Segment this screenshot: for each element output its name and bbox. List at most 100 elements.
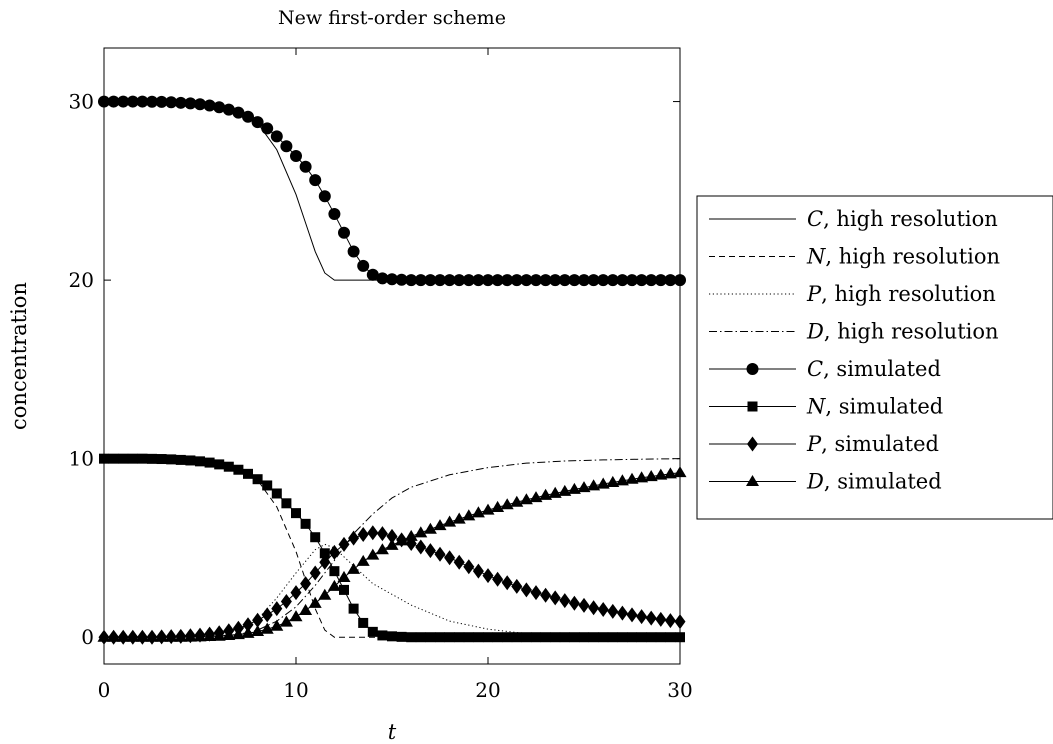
data-point-n-simulated (444, 632, 455, 643)
legend-marker-diamond-icon (747, 436, 758, 452)
data-point-c-simulated (357, 259, 370, 272)
legend-series-name: , simulated (825, 395, 943, 419)
data-point-c-simulated (568, 274, 581, 287)
data-point-c-simulated (251, 116, 264, 129)
data-point-n-simulated (550, 632, 561, 643)
data-point-n-simulated (137, 453, 148, 464)
data-point-c-simulated (376, 272, 389, 285)
data-point-n-simulated (252, 474, 263, 485)
data-point-c-simulated (482, 274, 494, 287)
data-point-p-simulated (290, 585, 302, 601)
data-point-d-simulated (155, 630, 169, 642)
data-point-d-simulated (615, 474, 629, 486)
data-point-c-simulated (155, 95, 168, 108)
series-line-c-simulated (104, 101, 680, 281)
legend-label: D, simulated (806, 470, 942, 494)
legend-series-name: , high resolution (821, 282, 996, 306)
data-point-p-simulated (549, 590, 561, 606)
y-tick-label: 20 (69, 268, 94, 292)
data-point-p-simulated (463, 559, 475, 575)
data-point-d-simulated (519, 493, 533, 505)
data-point-c-simulated (165, 96, 178, 109)
legend-label: P, simulated (806, 432, 939, 456)
data-point-d-simulated (443, 515, 457, 527)
data-point-d-simulated (395, 534, 409, 546)
data-point-n-simulated (473, 632, 484, 643)
data-point-c-simulated (338, 226, 350, 239)
legend-label: C, high resolution (807, 207, 998, 231)
legend-variable: C (807, 357, 823, 381)
data-point-d-simulated (308, 596, 322, 608)
plot-markers (97, 95, 687, 645)
data-point-p-simulated (280, 594, 292, 610)
data-point-n-simulated (271, 488, 282, 499)
data-point-c-simulated (645, 274, 658, 287)
data-point-n-simulated (195, 456, 205, 467)
data-point-p-simulated (424, 543, 436, 559)
legend-series-name: , simulated (821, 432, 939, 456)
data-point-p-simulated (472, 563, 484, 579)
x-axis-title: t (388, 720, 397, 744)
data-point-n-simulated (502, 632, 513, 643)
data-point-n-simulated (617, 632, 628, 643)
data-point-n-simulated (511, 632, 522, 643)
data-point-n-simulated (367, 626, 378, 637)
data-point-c-simulated (530, 274, 542, 287)
data-point-c-simulated (107, 95, 120, 108)
data-point-c-simulated (194, 98, 206, 111)
data-point-p-simulated (578, 597, 590, 613)
data-point-c-simulated (434, 274, 446, 287)
legend-marker-circle-icon (746, 363, 759, 375)
data-point-n-simulated (387, 631, 397, 642)
data-point-d-simulated (635, 471, 649, 483)
data-point-c-simulated (472, 274, 485, 287)
legend-item: P, high resolution (709, 282, 996, 306)
data-point-c-simulated (510, 274, 523, 287)
data-point-p-simulated (338, 536, 350, 552)
legend-variable: P (806, 282, 822, 306)
data-point-n-simulated (175, 454, 186, 465)
data-point-d-simulated (135, 630, 149, 642)
data-point-p-simulated (415, 539, 427, 555)
data-point-p-simulated (357, 527, 369, 543)
data-point-p-simulated (252, 612, 264, 628)
data-point-c-simulated (146, 95, 158, 108)
data-point-c-simulated (184, 97, 197, 110)
data-point-d-simulated (596, 477, 610, 489)
data-point-c-simulated (222, 103, 235, 116)
data-point-c-simulated (626, 274, 638, 287)
data-point-c-simulated (299, 160, 312, 173)
data-point-c-simulated (405, 274, 418, 287)
legend-label: P, high resolution (806, 282, 996, 306)
data-point-p-simulated (626, 607, 638, 623)
data-point-d-simulated (548, 486, 562, 498)
data-point-c-simulated (290, 150, 302, 163)
data-point-n-simulated (291, 508, 301, 519)
data-point-n-simulated (415, 632, 426, 643)
data-point-d-simulated (529, 491, 543, 503)
data-point-d-simulated (270, 619, 284, 631)
data-point-p-simulated (520, 582, 532, 598)
data-point-c-simulated (578, 274, 590, 287)
series-line-d-high-resolution (103, 458, 681, 638)
data-point-p-simulated (271, 601, 283, 617)
data-point-d-simulated (375, 543, 389, 555)
data-point-c-simulated (549, 274, 562, 287)
data-point-n-simulated (665, 632, 676, 643)
data-point-n-simulated (579, 632, 589, 643)
data-point-c-simulated (635, 274, 648, 287)
data-point-n-simulated (319, 548, 330, 559)
data-point-d-simulated (318, 588, 332, 600)
x-tick-label: 0 (98, 678, 111, 702)
data-point-c-simulated (232, 106, 245, 119)
data-point-p-simulated (655, 611, 667, 627)
data-point-d-simulated (654, 468, 668, 480)
data-point-d-simulated (203, 630, 217, 642)
data-point-c-simulated (136, 95, 149, 108)
data-point-c-simulated (395, 273, 408, 286)
data-point-d-simulated (644, 470, 658, 482)
data-point-p-simulated (530, 585, 542, 601)
data-point-p-simulated (588, 600, 600, 616)
data-point-d-simulated (558, 484, 572, 496)
data-point-p-simulated (242, 617, 254, 633)
